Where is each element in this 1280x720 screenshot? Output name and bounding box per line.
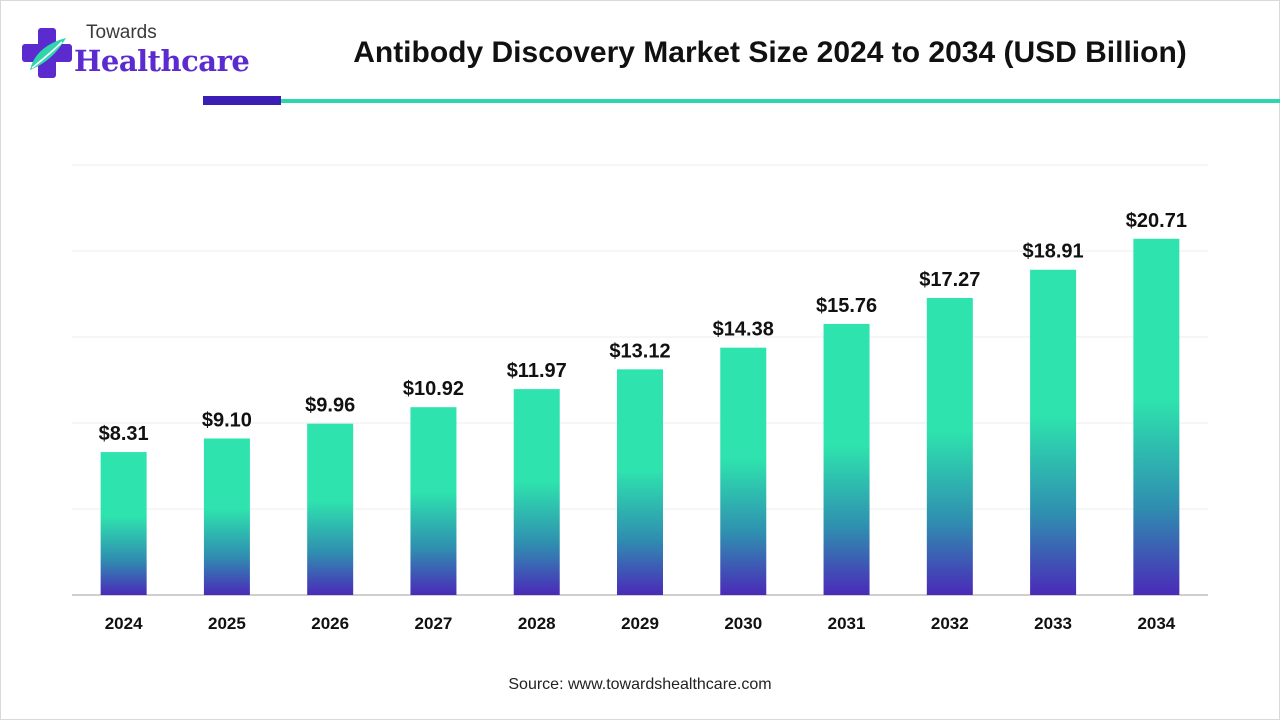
bar-2032: [926, 297, 973, 595]
data-label-2030: $14.38: [713, 319, 774, 341]
x-tick-label-2034: 2034: [1137, 614, 1175, 633]
data-label-2034: $20.71: [1126, 210, 1187, 232]
bar-2024: [100, 452, 147, 595]
chart-title: Antibody Discovery Market Size 2024 to 2…: [353, 36, 1187, 69]
bar-2027: [410, 407, 457, 595]
medical-cross-icon: [22, 28, 72, 78]
x-tick-label-2029: 2029: [621, 614, 659, 633]
x-tick-label-2024: 2024: [105, 614, 143, 633]
source-note: Source: www.towardshealthcare.com: [508, 676, 772, 693]
brand-logo: Towards Healthcare: [20, 20, 250, 82]
data-label-2027: $10.92: [403, 378, 464, 400]
data-label-2025: $9.10: [202, 409, 252, 431]
bar-2026: [307, 423, 354, 595]
data-label-2032: $17.27: [919, 269, 980, 291]
x-tick-label-2025: 2025: [208, 614, 246, 633]
x-tick-label-2032: 2032: [931, 614, 969, 633]
data-label-2028: $11.97: [507, 360, 567, 382]
x-tick-label-2033: 2033: [1034, 614, 1072, 633]
x-tick-label-2030: 2030: [724, 614, 762, 633]
data-label-2024: $8.31: [99, 423, 149, 445]
x-tick-label-2028: 2028: [518, 614, 556, 633]
bar-2033: [1030, 269, 1077, 595]
data-label-2031: $15.76: [816, 295, 877, 317]
bar-2028: [513, 389, 560, 595]
title-rule: [281, 99, 1280, 103]
bar-2029: [617, 369, 663, 595]
bar-2034: [1133, 238, 1180, 595]
data-label-2029: $13.12: [609, 340, 670, 362]
x-tick-label-2026: 2026: [311, 614, 349, 633]
data-label-2026: $9.96: [305, 395, 355, 417]
x-tick-label-2031: 2031: [828, 614, 866, 633]
x-tick-label-2027: 2027: [415, 614, 453, 633]
data-label-2033: $18.91: [1023, 241, 1084, 263]
bar-2031: [823, 323, 870, 595]
bar-2025: [203, 438, 250, 595]
brand-top-text: Towards: [86, 22, 157, 43]
brand-main-text: Healthcare: [74, 44, 250, 78]
bar-2030: [720, 347, 767, 595]
title-rule-accent: [203, 96, 281, 105]
